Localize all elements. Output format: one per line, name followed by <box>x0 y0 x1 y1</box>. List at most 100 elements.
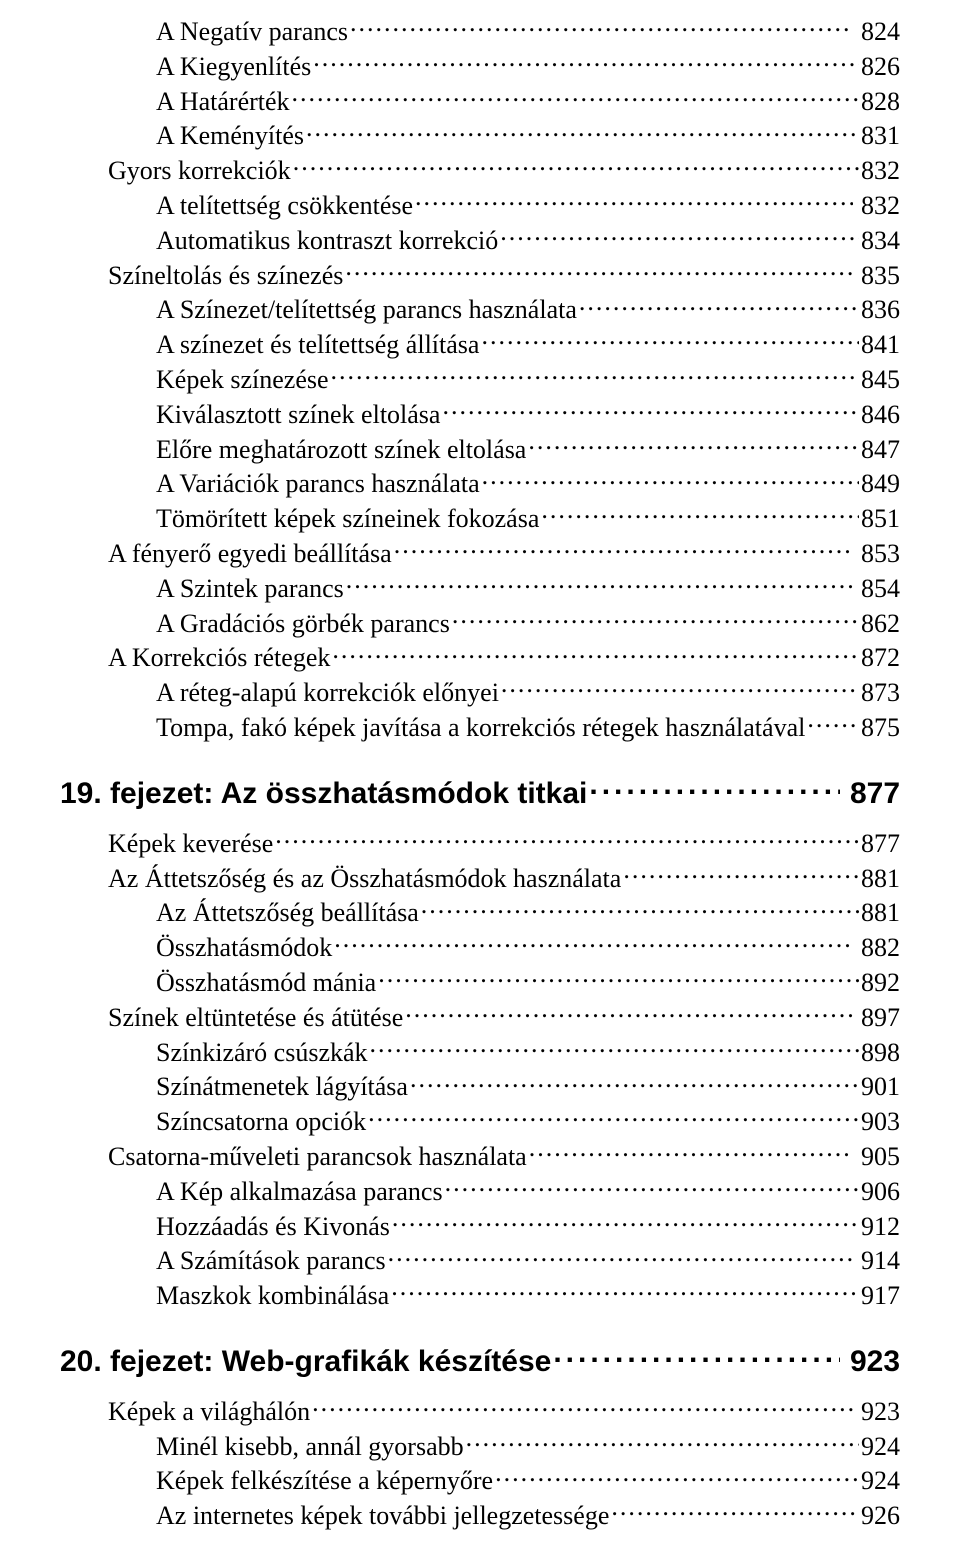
toc-entry: Képek a világhálón 923 <box>60 1394 900 1429</box>
toc-label: A Számítások parancs <box>156 1244 386 1278</box>
toc-label: A Színezet/telítettség parancs használat… <box>156 293 577 327</box>
toc-leader-dots <box>306 118 859 144</box>
toc-entry: A telítettség csökkentése 832 <box>60 188 900 223</box>
toc-page-number: 851 <box>861 502 900 536</box>
toc-page-number: 881 <box>861 896 900 930</box>
toc-label: Az Áttetszőség és az Összhatásmódok hasz… <box>108 862 621 896</box>
toc-entry: Tompa, fakó képek javítása a korrekciós … <box>60 710 900 745</box>
toc-page-number: 846 <box>861 398 900 432</box>
toc-entry: Színcsatorna opciók903 <box>60 1104 900 1139</box>
toc-label: Színkizáró csúszkák <box>156 1036 368 1070</box>
toc-leader-dots <box>410 1069 859 1095</box>
toc-page-number: 847 <box>861 433 900 467</box>
toc-label: Képek keverése <box>108 827 273 861</box>
toc-entry: Az Áttetszőség és az Összhatásmódok hasz… <box>60 861 900 896</box>
toc-page-number: 832 <box>861 154 900 188</box>
toc-leader-dots <box>445 1174 859 1200</box>
toc-label: Az Áttetszőség beállítása <box>156 896 419 930</box>
toc-label: Képek a világhálón <box>108 1395 310 1429</box>
toc-page-number: 898 <box>861 1036 900 1070</box>
toc-leader-dots <box>541 501 859 527</box>
toc-entry: Kiválasztott színek eltolása 846 <box>60 397 900 432</box>
toc-leader-dots <box>611 1498 859 1524</box>
toc-leader-dots <box>589 773 839 803</box>
toc-label: Gyors korrekciók <box>108 154 291 188</box>
toc-page-number: 853 <box>855 537 901 571</box>
toc-page-number: 849 <box>861 467 900 501</box>
toc-label: A Kép alkalmazása parancs <box>156 1175 443 1209</box>
toc-leader-dots <box>275 826 859 852</box>
toc-label: A színezet és telítettség állítása <box>156 328 479 362</box>
toc-entry: A Kép alkalmazása parancs 906 <box>60 1174 900 1209</box>
toc-entry: Képek felkészítése a képernyőre924 <box>60 1463 900 1498</box>
toc-leader-dots <box>292 84 859 110</box>
toc-entry: Összhatásmód mánia892 <box>60 965 900 1000</box>
toc-page-number: 826 <box>861 50 900 84</box>
toc-entry: A fényerő egyedi beállítása 853 <box>60 536 900 571</box>
toc-leader-dots <box>466 1429 859 1455</box>
toc-chapter: 19. fejezet: Az összhatásmódok titkai 87… <box>60 773 900 812</box>
toc-entry: A Gradációs görbék parancs 862 <box>60 606 900 641</box>
toc-entry: A Számítások parancs 914 <box>60 1243 900 1278</box>
toc-page-number: 831 <box>861 119 900 153</box>
toc-leader-dots <box>350 14 852 40</box>
toc-leader-dots <box>392 1209 859 1235</box>
toc-label: A Határérték <box>156 85 290 119</box>
toc-page-number: 892 <box>861 966 900 1000</box>
toc-page-number: 923 <box>855 1395 901 1429</box>
toc-label: Összhatásmódok <box>156 931 332 965</box>
toc-entry: A Variációk parancs használata849 <box>60 466 900 501</box>
toc-label: A Kiegyenlítés <box>156 50 311 84</box>
toc-leader-dots <box>807 710 859 736</box>
toc-leader-dots <box>368 1104 859 1130</box>
toc-leader-dots <box>293 153 859 179</box>
toc-leader-dots <box>332 640 859 666</box>
toc-label: A Korrekciós rétegek <box>108 641 330 675</box>
toc-page-number: 832 <box>855 189 901 223</box>
toc-label: A fényerő egyedi beállítása <box>108 537 392 571</box>
toc-leader-dots <box>623 861 859 887</box>
toc-leader-dots <box>415 188 852 214</box>
toc-leader-dots <box>334 930 852 956</box>
toc-leader-dots <box>553 1341 839 1371</box>
toc-leader-dots <box>370 1035 859 1061</box>
toc-label: Kiválasztott színek eltolása <box>156 398 440 432</box>
toc-page-number: 912 <box>861 1210 900 1244</box>
toc-page-number: 926 <box>861 1499 900 1533</box>
toc-page-number: 824 <box>855 15 901 49</box>
toc-label: A réteg-alapú korrekciók előnyei <box>156 676 499 710</box>
toc-entry: Automatikus kontraszt korrekció834 <box>60 223 900 258</box>
toc-leader-dots <box>421 895 859 921</box>
toc-page-number: 875 <box>861 711 900 745</box>
toc-leader-dots <box>388 1243 853 1269</box>
toc-page-number: 914 <box>855 1244 901 1278</box>
toc-chapter: 20. fejezet: Web-grafikák készítése 923 <box>60 1341 900 1380</box>
toc-label: Színátmenetek lágyítása <box>156 1070 408 1104</box>
toc-leader-dots <box>345 258 852 284</box>
toc-page-number: 924 <box>861 1464 900 1498</box>
toc-page-number: 903 <box>861 1105 900 1139</box>
toc-leader-dots <box>313 49 859 75</box>
toc-leader-dots <box>312 1394 852 1420</box>
toc-page-number: 862 <box>861 607 900 641</box>
toc-entry: Hozzáadás és Kivonás 912 <box>60 1209 900 1244</box>
toc-page-number: 906 <box>861 1175 900 1209</box>
toc-label: A telítettség csökkentése <box>156 189 413 223</box>
toc-page-number: 854 <box>855 572 901 606</box>
toc-label: A Negatív parancs <box>156 15 348 49</box>
toc-entry: Színátmenetek lágyítása901 <box>60 1069 900 1104</box>
toc-leader-dots <box>579 292 859 318</box>
toc-entry: Színeltolás és színezés 835 <box>60 258 900 293</box>
toc-entry: A Negatív parancs 824 <box>60 14 900 49</box>
toc-entry: A Határérték828 <box>60 84 900 119</box>
toc-label: A Gradációs görbék parancs <box>156 607 450 641</box>
toc-page-number: 835 <box>855 259 901 293</box>
toc-label: Hozzáadás és Kivonás <box>156 1210 390 1244</box>
toc-entry: A Színezet/telítettség parancs használat… <box>60 292 900 327</box>
toc-label: 19. fejezet: Az összhatásmódok titkai <box>60 776 587 812</box>
toc-entry: Az internetes képek további jellegzetess… <box>60 1498 900 1533</box>
toc-label: Képek színezése <box>156 363 329 397</box>
toc-page-number: 905 <box>855 1140 901 1174</box>
toc-entry: Minél kisebb, annál gyorsabb924 <box>60 1429 900 1464</box>
toc-entry: Gyors korrekciók 832 <box>60 153 900 188</box>
